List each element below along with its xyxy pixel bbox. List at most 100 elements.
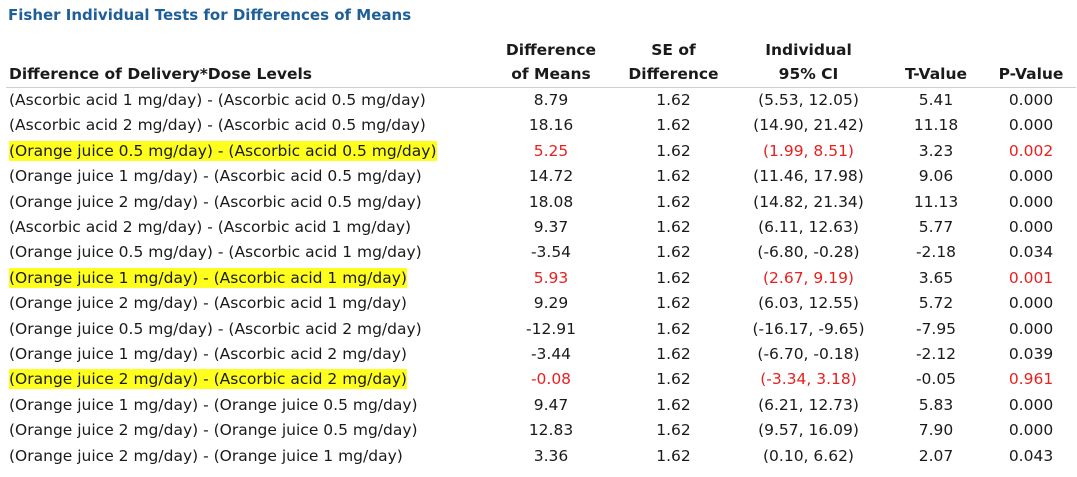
cell-value: 11.13 xyxy=(913,192,959,211)
se-of-difference-cell: 1.62 xyxy=(616,418,731,443)
comparison-cell: (Orange juice 2 mg/day) - (Ascorbic acid… xyxy=(6,190,486,215)
individual-ci-cell: (-3.34, 3.18) xyxy=(731,367,886,392)
cell-value: 1.62 xyxy=(656,218,691,237)
header-difference-of-means: Difference of Means xyxy=(486,38,616,88)
cell-value: (-6.80, -0.28) xyxy=(757,243,860,262)
individual-ci-cell: (6.11, 12.63) xyxy=(731,215,886,240)
header-text: SE of xyxy=(651,41,696,59)
cell-value: -7.95 xyxy=(915,319,957,338)
difference-of-means-cell: 8.79 xyxy=(486,88,616,114)
cell-value: (14.82, 21.34) xyxy=(753,192,864,211)
t-value-cell: 5.72 xyxy=(886,291,986,316)
table-row: (Ascorbic acid 2 mg/day) - (Ascorbic aci… xyxy=(6,113,1076,138)
cell-value: 1.62 xyxy=(656,167,691,186)
cell-value: -12.91 xyxy=(526,319,576,338)
header-t-value: T-Value xyxy=(886,38,986,88)
p-value-cell: 0.000 xyxy=(986,291,1076,316)
difference-of-means-cell: -3.44 xyxy=(486,342,616,367)
table-row: (Ascorbic acid 1 mg/day) - (Ascorbic aci… xyxy=(6,88,1076,114)
cell-value: 0.039 xyxy=(1008,345,1054,364)
cell-value: -3.44 xyxy=(530,345,572,364)
comparison-label: (Orange juice 2 mg/day) - (Ascorbic acid… xyxy=(9,294,407,313)
cell-value: (14.90, 21.42) xyxy=(753,116,864,135)
cell-value: 1.62 xyxy=(656,345,691,364)
cell-value: 1.62 xyxy=(656,192,691,211)
cell-value: (9.57, 16.09) xyxy=(758,421,859,440)
header-text: 95% CI xyxy=(778,65,839,83)
difference-of-means-cell: -0.08 xyxy=(486,367,616,392)
comparison-cell: (Orange juice 0.5 mg/day) - (Ascorbic ac… xyxy=(6,139,486,164)
cell-value: 9.06 xyxy=(918,167,954,186)
cell-value: (-3.34, 3.18) xyxy=(760,370,857,389)
comparison-label: (Orange juice 2 mg/day) - (Ascorbic acid… xyxy=(9,369,407,390)
fisher-tests-table: Difference of Delivery*Dose Levels Differ… xyxy=(6,38,1076,469)
difference-of-means-cell: 5.93 xyxy=(486,266,616,291)
p-value-cell: 0.000 xyxy=(986,393,1076,418)
comparison-cell: (Orange juice 2 mg/day) - (Ascorbic acid… xyxy=(6,291,486,316)
cell-value: 1.62 xyxy=(656,141,691,160)
cell-value: -2.18 xyxy=(915,243,957,262)
comparison-cell: (Ascorbic acid 2 mg/day) - (Ascorbic aci… xyxy=(6,215,486,240)
cell-value: 3.65 xyxy=(918,268,954,287)
table-row: (Ascorbic acid 2 mg/day) - (Ascorbic aci… xyxy=(6,215,1076,240)
t-value-cell: 3.23 xyxy=(886,139,986,164)
page-title: Fisher Individual Tests for Differences … xyxy=(8,6,412,24)
header-text: Difference xyxy=(505,41,597,59)
individual-ci-cell: (6.21, 12.73) xyxy=(731,393,886,418)
cell-value: 1.62 xyxy=(656,370,691,389)
comparison-cell: (Orange juice 2 mg/day) - (Orange juice … xyxy=(6,418,486,443)
p-value-cell: 0.039 xyxy=(986,342,1076,367)
difference-of-means-cell: 9.29 xyxy=(486,291,616,316)
se-of-difference-cell: 1.62 xyxy=(616,215,731,240)
comparison-label: (Orange juice 1 mg/day) - (Ascorbic acid… xyxy=(9,267,407,288)
cell-value: 1.62 xyxy=(656,116,691,135)
individual-ci-cell: (14.82, 21.34) xyxy=(731,190,886,215)
individual-ci-cell: (5.53, 12.05) xyxy=(731,88,886,114)
cell-value: 0.034 xyxy=(1008,243,1054,262)
comparison-label: (Orange juice 2 mg/day) - (Orange juice … xyxy=(9,421,418,440)
t-value-cell: -7.95 xyxy=(886,317,986,342)
comparison-cell: (Ascorbic acid 1 mg/day) - (Ascorbic aci… xyxy=(6,88,486,114)
table-row: (Orange juice 1 mg/day) - (Ascorbic acid… xyxy=(6,164,1076,189)
comparison-label: (Orange juice 1 mg/day) - (Orange juice … xyxy=(9,395,418,414)
t-value-cell: 7.90 xyxy=(886,418,986,443)
se-of-difference-cell: 1.62 xyxy=(616,317,731,342)
comparison-cell: (Orange juice 1 mg/day) - (Ascorbic acid… xyxy=(6,164,486,189)
cell-value: 0.000 xyxy=(1008,116,1054,135)
cell-value: 5.93 xyxy=(533,268,569,287)
difference-of-means-cell: 3.36 xyxy=(486,444,616,469)
t-value-cell: 9.06 xyxy=(886,164,986,189)
cell-value: (5.53, 12.05) xyxy=(758,91,859,109)
cell-value: (2.67, 9.19) xyxy=(763,268,854,287)
p-value-cell: 0.000 xyxy=(986,317,1076,342)
individual-ci-cell: (6.03, 12.55) xyxy=(731,291,886,316)
cell-value: 8.79 xyxy=(533,91,569,109)
cell-value: 3.23 xyxy=(918,141,954,160)
cell-value: (11.46, 17.98) xyxy=(753,167,864,186)
p-value-cell: 0.000 xyxy=(986,190,1076,215)
comparison-label: (Orange juice 0.5 mg/day) - (Ascorbic ac… xyxy=(9,319,422,338)
cell-value: 7.90 xyxy=(918,421,954,440)
table-row: (Orange juice 1 mg/day) - (Ascorbic acid… xyxy=(6,342,1076,367)
table-row: (Orange juice 0.5 mg/day) - (Ascorbic ac… xyxy=(6,317,1076,342)
header-text: Difference xyxy=(628,65,719,83)
table-row-highlighted: (Orange juice 0.5 mg/day) - (Ascorbic ac… xyxy=(6,139,1076,164)
difference-of-means-cell: -3.54 xyxy=(486,240,616,265)
cell-value: 1.62 xyxy=(656,395,691,414)
table-header-row: Difference of Delivery*Dose Levels Differ… xyxy=(6,38,1076,88)
difference-of-means-cell: 9.37 xyxy=(486,215,616,240)
table-row: (Orange juice 2 mg/day) - (Ascorbic acid… xyxy=(6,291,1076,316)
comparison-cell: (Orange juice 1 mg/day) - (Orange juice … xyxy=(6,393,486,418)
cell-value: 1.62 xyxy=(656,421,691,440)
difference-of-means-cell: 14.72 xyxy=(486,164,616,189)
individual-ci-cell: (2.67, 9.19) xyxy=(731,266,886,291)
p-value-cell: 0.961 xyxy=(986,367,1076,392)
table-body: (Ascorbic acid 1 mg/day) - (Ascorbic aci… xyxy=(6,88,1076,470)
cell-value: 0.000 xyxy=(1008,395,1054,414)
se-of-difference-cell: 1.62 xyxy=(616,139,731,164)
cell-value: 11.18 xyxy=(913,116,959,135)
se-of-difference-cell: 1.62 xyxy=(616,113,731,138)
cell-value: -0.08 xyxy=(530,370,572,389)
cell-value: 0.000 xyxy=(1008,294,1054,313)
